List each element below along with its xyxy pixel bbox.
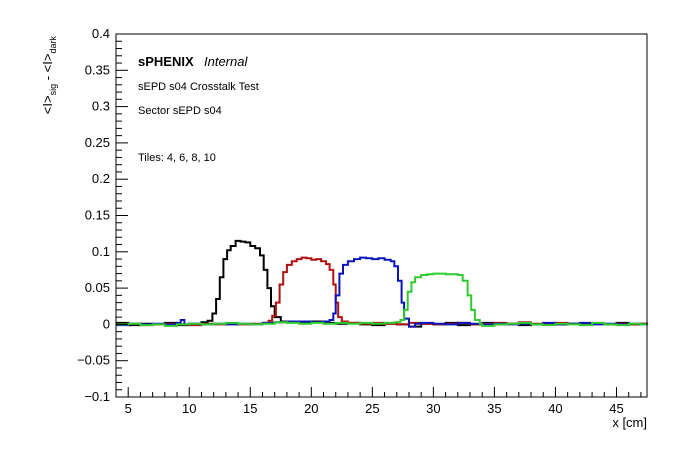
test-name-label: sEPD s04 Crosstalk Test — [138, 81, 259, 93]
y-tick-label: 0.1 — [92, 244, 110, 259]
x-tick-label: 20 — [304, 401, 318, 416]
sector-label: Sector sEPD s04 — [138, 105, 222, 117]
series-layer — [116, 239, 648, 328]
y-tick-label: 0.2 — [92, 171, 110, 186]
status-label: Internal — [204, 54, 248, 69]
y-title-subscript: sig — [48, 84, 58, 96]
x-tick-label: 40 — [548, 401, 562, 416]
y-tick-label: 0.05 — [85, 280, 110, 295]
y-title-subscript: dark — [48, 36, 58, 54]
axis-layer: 5 10 15 20 25 30 35 40 45 −0.1 −0.05 0 0.05 0.1 0.15 0.… — [77, 26, 642, 416]
x-tick-label: 35 — [487, 401, 501, 416]
x-axis-title: x [cm] — [612, 415, 647, 430]
y-tick-label: 0.15 — [85, 208, 110, 223]
experiment-label: sPHENIX — [138, 54, 194, 69]
y-title-part: - <I> — [40, 54, 55, 84]
y-title-part: <I> — [40, 95, 55, 114]
x-tick-label: 30 — [426, 401, 440, 416]
y-tick-label: 0 — [103, 316, 110, 331]
x-tick-label: 5 — [125, 401, 132, 416]
y-tick-label: −0.1 — [84, 389, 110, 404]
tiles-label: Tiles: 4, 6, 8, 10 — [138, 152, 216, 164]
series-line-4 — [116, 272, 648, 327]
y-tick-label: −0.05 — [77, 353, 110, 368]
x-tick-label: 45 — [609, 401, 623, 416]
x-tick-label: 25 — [365, 401, 379, 416]
y-tick-label: 0.35 — [85, 62, 110, 77]
y-tick-label: 0.3 — [92, 99, 110, 114]
y-axis-title: <I>sig - <I>dark — [40, 36, 58, 115]
x-tick-label: 15 — [243, 401, 257, 416]
x-tick-label: 10 — [182, 401, 196, 416]
y-tick-label: 0.4 — [92, 26, 110, 41]
y-tick-label: 0.25 — [85, 135, 110, 150]
